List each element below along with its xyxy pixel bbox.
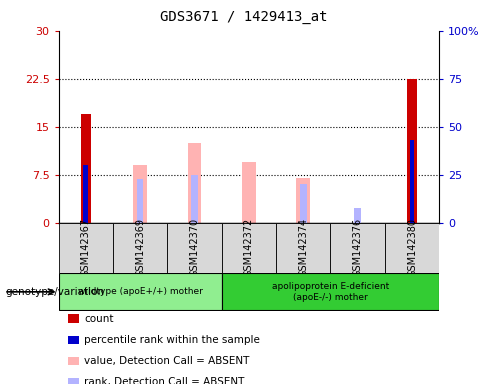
Text: GSM142369: GSM142369: [135, 218, 145, 277]
Text: GSM142370: GSM142370: [189, 218, 200, 277]
Bar: [188, 143, 201, 223]
Text: wildtype (apoE+/+) mother: wildtype (apoE+/+) mother: [78, 287, 203, 296]
Text: value, Detection Call = ABSENT: value, Detection Call = ABSENT: [84, 356, 249, 366]
Bar: [385, 223, 439, 273]
Text: genotype/variation: genotype/variation: [5, 287, 104, 297]
Text: GSM142367: GSM142367: [81, 218, 91, 277]
Text: GDS3671 / 1429413_at: GDS3671 / 1429413_at: [160, 10, 328, 23]
Bar: [133, 165, 147, 223]
Text: GSM142380: GSM142380: [407, 218, 417, 277]
Bar: [409, 140, 414, 223]
Text: percentile rank within the sample: percentile rank within the sample: [84, 335, 260, 345]
Bar: [354, 208, 361, 223]
Bar: [191, 175, 198, 223]
Bar: [113, 223, 167, 273]
Bar: [59, 273, 222, 310]
Text: GSM142376: GSM142376: [353, 218, 363, 277]
Bar: [167, 223, 222, 273]
Bar: [300, 184, 306, 223]
Bar: [222, 223, 276, 273]
Bar: [407, 79, 417, 223]
Text: apolipoprotein E-deficient
(apoE-/-) mother: apolipoprotein E-deficient (apoE-/-) mot…: [272, 282, 389, 301]
Text: count: count: [84, 314, 113, 324]
Bar: [276, 223, 330, 273]
Bar: [83, 165, 88, 223]
Bar: [137, 179, 143, 223]
Bar: [222, 273, 439, 310]
Text: GSM142374: GSM142374: [298, 218, 308, 277]
Bar: [59, 223, 113, 273]
Bar: [330, 223, 385, 273]
Text: rank, Detection Call = ABSENT: rank, Detection Call = ABSENT: [84, 377, 244, 384]
Text: GSM142372: GSM142372: [244, 218, 254, 277]
Bar: [81, 114, 91, 223]
Bar: [242, 162, 256, 223]
Bar: [297, 178, 310, 223]
